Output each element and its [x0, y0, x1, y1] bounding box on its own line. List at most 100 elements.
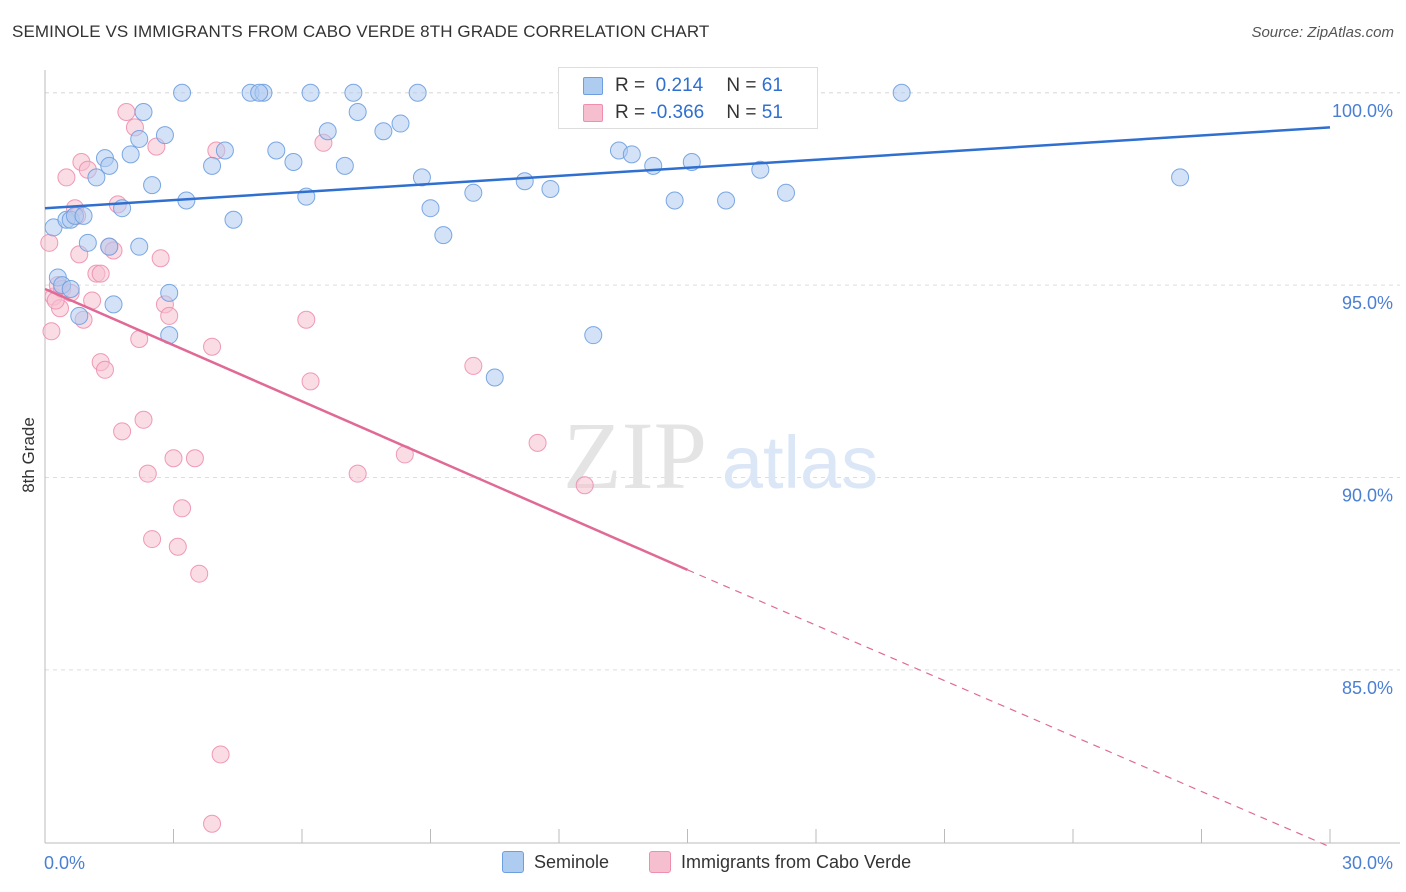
trend-line-seminole	[44, 126, 1331, 210]
point-seminole	[412, 168, 431, 187]
point-seminole	[374, 122, 393, 141]
point-cabo-verde	[464, 356, 483, 375]
point-seminole	[622, 145, 641, 164]
point-seminole	[267, 141, 286, 160]
point-seminole	[464, 183, 483, 202]
point-seminole	[318, 122, 337, 141]
point-cabo-verde	[168, 537, 187, 556]
point-seminole	[155, 126, 174, 145]
legend-r-label: R =	[615, 102, 651, 123]
source-credit: Source: ZipAtlas.com	[1251, 24, 1394, 41]
point-cabo-verde	[301, 372, 320, 391]
y-tick-label: 95.0%	[1342, 293, 1393, 313]
point-seminole	[121, 145, 140, 164]
point-seminole	[134, 103, 153, 122]
seminole-swatch	[583, 77, 603, 95]
point-seminole	[344, 83, 363, 102]
point-cabo-verde	[190, 564, 209, 583]
point-seminole	[541, 179, 560, 198]
point-cabo-verde	[143, 530, 162, 549]
point-seminole	[335, 156, 354, 175]
point-cabo-verde	[57, 168, 76, 187]
point-seminole	[408, 83, 427, 102]
point-seminole	[717, 191, 736, 210]
point-cabo-verde	[160, 306, 179, 325]
point-seminole	[130, 129, 149, 148]
point-seminole	[665, 191, 684, 210]
chart-title: SEMINOLE VS IMMIGRANTS FROM CABO VERDE 8…	[12, 22, 710, 41]
axes	[44, 70, 1400, 844]
y-axis-label: 8th Grade	[19, 417, 38, 493]
legend-n-value: 61	[761, 75, 783, 96]
tick-labels: 85.0% 90.0% 95.0% 100.0% 0.0% 30.0% 8th Grade	[19, 101, 1393, 873]
point-cabo-verde	[173, 499, 192, 518]
y-tick-label: 90.0%	[1342, 486, 1393, 506]
point-cabo-verde	[138, 464, 157, 483]
legend-item-cabo-verde: Immigrants from Cabo Verde	[649, 851, 911, 873]
legend-r-value: 0.214	[650, 75, 704, 96]
legend-label: Seminole	[534, 851, 610, 872]
legend-n-value: 51	[761, 102, 783, 123]
point-seminole	[250, 83, 269, 102]
point-seminole	[892, 83, 911, 102]
point-cabo-verde	[297, 310, 316, 329]
point-cabo-verde	[203, 814, 222, 833]
point-seminole	[143, 176, 162, 195]
point-cabo-verde	[164, 449, 183, 468]
trend-line-cabo-verde-extrapolated	[687, 569, 1331, 848]
point-seminole	[130, 237, 149, 256]
point-seminole	[515, 172, 534, 191]
legend-r-value: -0.366	[650, 102, 705, 123]
point-cabo-verde	[134, 410, 153, 429]
point-cabo-verde	[185, 449, 204, 468]
point-cabo-verde	[40, 233, 59, 252]
point-cabo-verde	[575, 476, 594, 495]
point-seminole	[100, 156, 119, 175]
grid-lines	[45, 92, 1400, 671]
point-seminole	[584, 326, 603, 345]
point-seminole	[434, 226, 453, 245]
point-seminole	[61, 279, 80, 298]
correlation-legend: R = 0.214 N = 61 R = -0.366 N = 51	[558, 67, 818, 129]
seminole-swatch	[502, 851, 524, 873]
point-seminole	[160, 283, 179, 302]
watermark: ZIP atlas	[563, 402, 878, 509]
point-seminole	[224, 210, 243, 229]
x-tick-label: 30.0%	[1342, 853, 1393, 873]
legend-n-label: N =	[726, 102, 762, 123]
point-seminole	[100, 237, 119, 256]
legend-row-seminole: R = 0.214 N = 61	[583, 73, 783, 99]
point-cabo-verde	[117, 103, 136, 122]
point-seminole	[87, 168, 106, 187]
point-cabo-verde	[151, 249, 170, 268]
point-cabo-verde	[113, 422, 132, 441]
point-cabo-verde	[348, 464, 367, 483]
point-seminole	[348, 103, 367, 122]
point-seminole	[644, 156, 663, 175]
legend-n-label: N =	[726, 75, 762, 96]
point-cabo-verde	[95, 360, 114, 379]
point-seminole	[777, 183, 796, 202]
point-cabo-verde	[211, 745, 230, 764]
data-points	[40, 83, 1190, 833]
point-seminole	[74, 206, 93, 225]
point-seminole	[1171, 168, 1190, 187]
point-seminole	[173, 83, 192, 102]
legend-item-seminole: Seminole	[502, 851, 609, 873]
cabo-verde-swatch	[649, 851, 671, 873]
point-cabo-verde	[528, 433, 547, 452]
watermark-atlas: atlas	[722, 421, 878, 504]
point-seminole	[421, 199, 440, 218]
point-seminole	[391, 114, 410, 133]
point-cabo-verde	[203, 337, 222, 356]
point-seminole	[284, 153, 303, 172]
legend-row-cabo-verde: R = -0.366 N = 51	[583, 100, 783, 126]
y-tick-label: 85.0%	[1342, 678, 1393, 698]
point-seminole	[485, 368, 504, 387]
legend-r-label: R =	[615, 75, 651, 96]
trend-lines	[44, 126, 1331, 848]
point-seminole	[301, 83, 320, 102]
point-cabo-verde	[91, 264, 110, 283]
trend-line-cabo-verde	[44, 287, 689, 571]
